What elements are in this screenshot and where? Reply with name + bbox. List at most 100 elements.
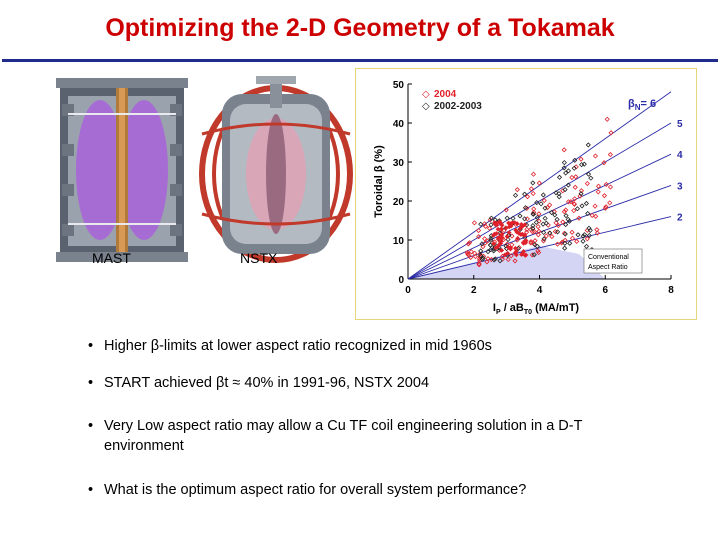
- point-2004: [607, 200, 613, 206]
- point-2004: [524, 229, 530, 235]
- point-2004: [595, 183, 602, 189]
- beta-n-line: [407, 153, 672, 280]
- bullet-text: What is the optimum aspect ratio for ove…: [104, 482, 527, 498]
- point-2004: [524, 194, 531, 200]
- point-2004: [541, 197, 547, 204]
- point-2004: [498, 221, 504, 227]
- point-2004: [576, 215, 582, 221]
- y-axis-label: Toroidal β (%): [373, 145, 385, 218]
- point-2004: [569, 174, 575, 181]
- point-2004: [569, 235, 576, 241]
- point-2004: [513, 227, 519, 233]
- point-2004: [571, 201, 578, 207]
- point-2004: [513, 252, 519, 258]
- point-2002-2003: [585, 142, 591, 148]
- point-2004: [495, 244, 501, 249]
- point-2004: [547, 202, 553, 208]
- point-2002-2003: [541, 229, 547, 236]
- point-2004: [573, 174, 579, 180]
- point-2004: [573, 164, 579, 170]
- point-2004: [465, 251, 471, 257]
- point-2004: [487, 217, 493, 223]
- point-2004: [493, 245, 499, 251]
- point-2004: [518, 252, 524, 257]
- point-2004: [499, 232, 505, 238]
- point-2004: [491, 232, 497, 238]
- point-2002-2003: [522, 191, 528, 197]
- point-2002-2003: [562, 186, 568, 193]
- point-2004: [514, 221, 520, 227]
- point-2002-2003: [530, 211, 537, 217]
- y-tick-label: 40: [393, 119, 405, 130]
- conventional-box: [583, 248, 643, 274]
- point-2004: [505, 250, 511, 256]
- point-2004: [499, 226, 505, 232]
- point-2002-2003: [586, 232, 592, 239]
- point-2004: [505, 256, 511, 263]
- point-2002-2003: [512, 192, 519, 198]
- point-2002-2003: [580, 238, 586, 244]
- point-2004: [477, 251, 483, 257]
- point-2002-2003: [578, 191, 584, 197]
- point-2004: [530, 171, 537, 177]
- point-2002-2003: [522, 216, 528, 222]
- point-2002-2003: [554, 216, 560, 223]
- point-2002-2003: [575, 232, 581, 238]
- point-2004: [506, 245, 511, 250]
- point-2004: [528, 239, 534, 245]
- point-2004: [531, 206, 537, 212]
- point-2002-2003: [479, 256, 485, 262]
- point-2002-2003: [586, 225, 592, 231]
- point-2002-2003: [563, 213, 569, 219]
- point-2004: [472, 253, 478, 260]
- point-2004: [476, 234, 482, 240]
- point-2002-2003: [478, 252, 484, 259]
- point-2002-2003: [562, 240, 568, 246]
- point-2002-2003: [530, 223, 536, 229]
- chart-labels: Toroidal β (%) IP / aBT0 (MA/mT) 5 4 3 2 βN= 6…: [373, 89, 683, 316]
- point-2002-2003: [561, 160, 567, 166]
- point-2002-2003: [497, 258, 503, 264]
- point-2002-2003: [543, 220, 549, 226]
- point-2004: [584, 236, 590, 242]
- bullet-dot: •: [88, 338, 94, 354]
- point-2004: [468, 249, 474, 255]
- point-2004: [535, 224, 541, 230]
- point-2002-2003: [556, 194, 562, 200]
- data-points: [464, 116, 614, 268]
- point-2002-2003: [585, 171, 592, 177]
- legend-label: 2004: [434, 89, 457, 100]
- point-2004: [536, 211, 542, 217]
- point-2004: [492, 220, 497, 226]
- point-2004: [608, 130, 614, 136]
- conventional-label: Conventional: [588, 254, 629, 261]
- point-2004: [549, 234, 555, 240]
- point-2002-2003: [566, 218, 572, 224]
- point-2004: [530, 190, 536, 197]
- point-2002-2003: [522, 205, 528, 211]
- point-2002-2003: [530, 180, 536, 186]
- point-2002-2003: [562, 231, 568, 237]
- point-2004: [522, 232, 528, 238]
- point-2002-2003: [540, 192, 546, 198]
- y-tick-label: 50: [393, 80, 405, 91]
- point-2004: [578, 188, 585, 194]
- point-2004: [486, 225, 493, 231]
- point-2004: [495, 226, 501, 232]
- point-2002-2003: [563, 170, 569, 176]
- point-2004: [594, 230, 600, 236]
- legend-marker: ◇: [422, 101, 430, 112]
- point-2004: [524, 226, 530, 232]
- y-tick-label: 0: [398, 275, 404, 286]
- x-tick-label: 6: [602, 285, 608, 296]
- point-2004: [535, 232, 541, 238]
- point-2004: [536, 228, 542, 234]
- point-2002-2003: [580, 233, 586, 239]
- x-axis-label: IP / aBT0 (MA/mT): [493, 302, 580, 316]
- x-axis-label-part: T0: [524, 309, 532, 316]
- point-2004: [517, 226, 523, 232]
- point-2002-2003: [556, 174, 563, 180]
- point-2002-2003: [478, 221, 484, 227]
- point-2004: [496, 235, 501, 241]
- point-2004: [504, 234, 510, 240]
